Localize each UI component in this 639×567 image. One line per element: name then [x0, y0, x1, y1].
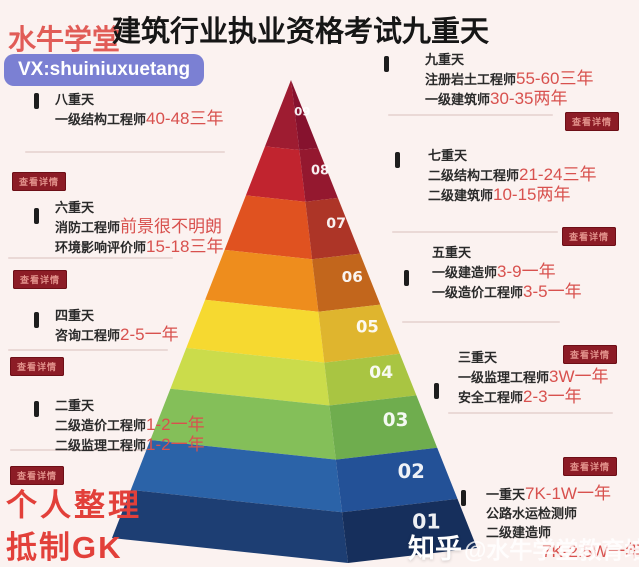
pyramid-level-number-03: 03: [383, 410, 409, 431]
tier-line: 二级造价工程师1-2一年: [55, 415, 205, 434]
view-details-badge: 查看详情: [565, 112, 620, 131]
tier-name: 二重天: [55, 398, 95, 413]
wechat-contact-pill: VX:shuiniuxuetang: [4, 54, 205, 86]
tier-line: 二级结构工程师21-24三年: [428, 165, 597, 184]
pyramid-level-number-04: 04: [369, 363, 393, 383]
page-title: 建筑行业执业资格考试九重天: [112, 16, 490, 48]
pyramid-level-06-front-face: [205, 249, 319, 312]
pyramid-level-number-01: 01: [412, 510, 441, 534]
pyramid-level-07-side-face: [305, 197, 360, 260]
pyramid-level-04-side-face: [324, 353, 417, 406]
label-second-heaven: 二重天 二级造价工程师1-2一年 二级监理工程师1-2一年: [55, 396, 205, 455]
pyramid-level-number-08: 08: [311, 163, 329, 178]
label-fourth-heaven: 四重天 咨询工程师2-5一年: [55, 306, 179, 345]
tier-line: 安全工程师2-3一年: [458, 387, 582, 406]
tick-mark: [34, 312, 39, 328]
pyramid-level-05-side-face: [318, 304, 400, 363]
tier-line: 一级监理工程师3W一年: [458, 367, 609, 386]
tick-mark: [34, 208, 39, 224]
label-eighth-heaven: 八重天 一级结构工程师40-48三年: [55, 90, 224, 129]
pyramid-level-01-front-face: [112, 489, 348, 563]
tick-mark: [461, 490, 466, 506]
label-third-heaven: 三重天 一级监理工程师3W一年 安全工程师2-3一年: [458, 348, 609, 407]
tier-line: 二级建筑师10-15两年: [428, 185, 571, 204]
pyramid-level-06-side-face: [312, 253, 381, 312]
view-details-badge: 查看详情: [10, 466, 65, 485]
view-details-badge: 查看详情: [12, 172, 67, 191]
pyramid-level-03-side-face: [329, 395, 438, 460]
divider-line: [10, 449, 195, 451]
zhihu-watermark-account: @水牛学堂教育培训: [464, 537, 639, 563]
pyramid-level-number-02: 02: [398, 460, 425, 483]
pyramid-level-02-front-face: [130, 440, 342, 513]
tier-line: 一级建筑师30-35两年: [425, 89, 568, 108]
tier-line: 注册岩土工程师55-60三年: [425, 69, 594, 88]
tier-line: 一级建造师3-9一年: [432, 262, 556, 281]
view-details-badge: 查看详情: [563, 345, 618, 364]
tier-name: 七重天: [428, 148, 468, 163]
label-sixth-heaven: 六重天 消防工程师前景很不明朗 环境影响评价师15-18三年: [55, 198, 224, 257]
view-details-badge: 查看详情: [563, 457, 618, 476]
pyramid-level-number-06: 06: [342, 268, 363, 286]
tier-name: 三重天: [458, 350, 498, 365]
footer-slogan-1: 个人整理: [6, 488, 142, 523]
tick-mark: [434, 383, 439, 399]
pyramid-level-number-05: 05: [356, 317, 379, 336]
view-details-badge: 查看详情: [13, 270, 68, 289]
tier-line: 二级监理工程师1-2一年: [55, 435, 205, 454]
pyramid-level-number-09: 09: [294, 105, 310, 119]
tier-line: 7K-2.5W一年: [542, 542, 639, 561]
label-ninth-heaven: 九重天 注册岩土工程师55-60三年 一级建筑师30-35两年: [425, 50, 594, 109]
pyramid-level-03-front-face: [150, 388, 336, 460]
zhihu-watermark-logo: 知乎: [408, 534, 462, 564]
tick-mark: [395, 152, 400, 168]
label-fifth-heaven: 五重天 一级建造师3-9一年 一级造价工程师3-5一年: [432, 243, 582, 302]
pyramid-level-09-front-face: [265, 80, 300, 150]
pyramid-level-05-front-face: [186, 299, 325, 363]
divider-line: [392, 231, 558, 233]
divider-line: [402, 321, 560, 323]
pyramid-level-08-front-face: [245, 146, 306, 202]
tier-line: 一级结构工程师40-48三年: [55, 109, 224, 128]
label-first-heaven: 一重天7K-1W一年 公路水运检测师 二级建造师 7K-2.5W一年: [486, 484, 639, 562]
tier-line: 一级造价工程师3-5一年: [432, 282, 582, 301]
view-details-badge: 查看详情: [10, 357, 65, 376]
tier-line: 咨询工程师2-5一年: [55, 325, 179, 344]
pyramid-level-09-side-face: [291, 80, 318, 150]
label-seventh-heaven: 七重天 二级结构工程师21-24三年 二级建筑师10-15两年: [428, 146, 597, 205]
tier-line: 公路水运检测师: [486, 506, 578, 521]
pyramid-level-01-side-face: [342, 498, 477, 563]
pyramid-level-07-front-face: [224, 195, 313, 260]
tick-mark: [34, 401, 39, 417]
tier-name: 六重天: [55, 200, 95, 215]
tier-name: 一重天7K-1W一年: [486, 484, 611, 503]
tick-mark: [384, 56, 389, 72]
tier-name: 八重天: [55, 92, 95, 107]
tier-name: 四重天: [55, 308, 95, 323]
pyramid-level-02-side-face: [335, 447, 458, 513]
divider-line: [448, 412, 613, 414]
tier-line: 环境影响评价师15-18三年: [55, 237, 224, 256]
tier-line: 二级建造师: [486, 525, 552, 540]
divider-line: [25, 151, 225, 153]
tick-mark: [404, 270, 409, 286]
pyramid-level-08-side-face: [299, 147, 338, 202]
tier-line: 消防工程师前景很不明朗: [55, 217, 223, 236]
divider-line: [8, 349, 168, 351]
brand-logo-text: 水牛学堂: [8, 24, 121, 55]
tier-name: 五重天: [432, 245, 472, 260]
pyramid-level-04-front-face: [170, 347, 330, 406]
view-details-badge: 查看详情: [562, 227, 617, 246]
tier-name: 九重天: [425, 52, 465, 67]
footer-slogan-2: 抵制GK: [6, 530, 123, 565]
divider-line: [388, 114, 553, 116]
pyramid-level-number-07: 07: [326, 216, 346, 232]
tick-mark: [34, 93, 39, 109]
divider-line: [8, 257, 173, 259]
